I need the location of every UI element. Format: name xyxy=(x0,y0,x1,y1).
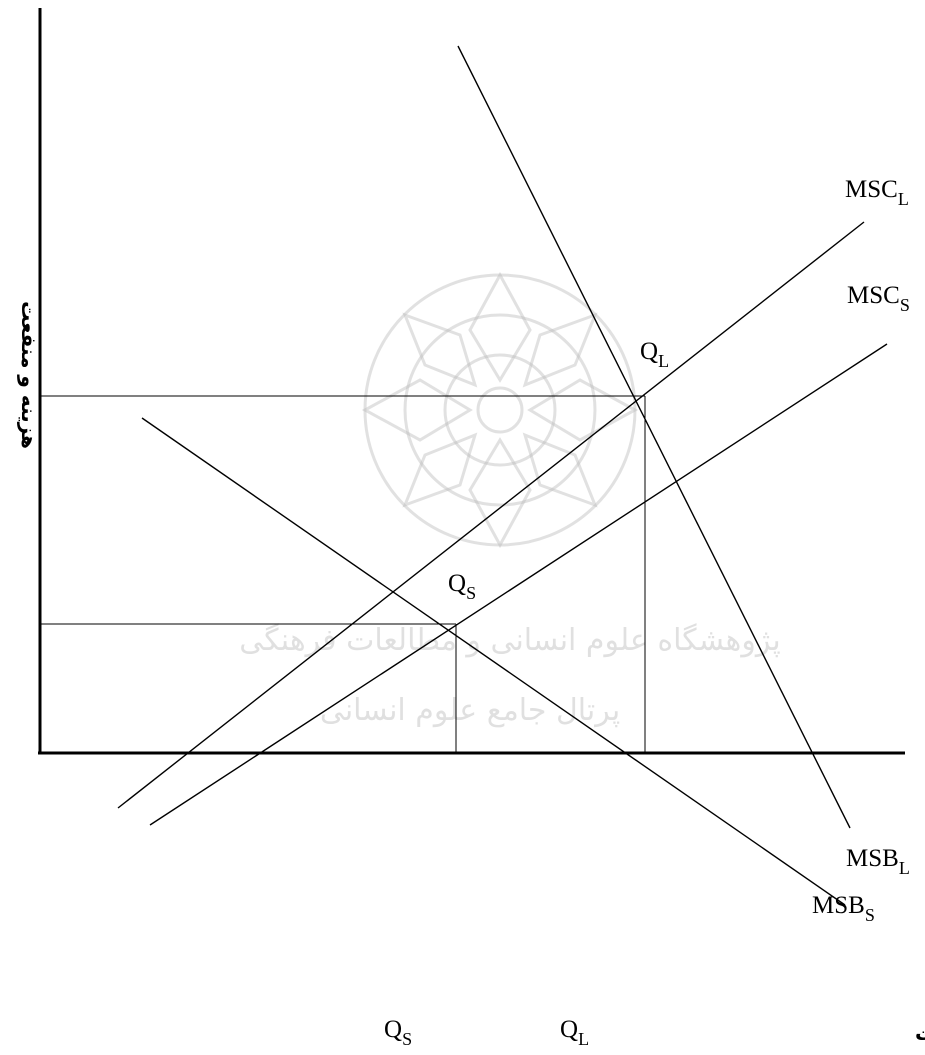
msc-l-curve xyxy=(117,221,865,809)
watermark-text-2: پرتال جامع علوم انسانی xyxy=(320,693,620,728)
tick-ql-label: QL xyxy=(560,1016,589,1049)
msb-l-curve xyxy=(457,45,851,829)
point-qs-label: QS xyxy=(448,570,476,603)
watermark-logo-icon xyxy=(361,271,639,549)
msb-s-curve xyxy=(141,417,846,906)
msb-s-label: MSBS xyxy=(812,892,875,925)
x-axis-title: کیفیت و محیط زیست xyxy=(915,1021,925,1045)
msc-s-label: MSCS xyxy=(847,282,910,315)
y-axis-title: هزینه و منفعت xyxy=(17,301,41,449)
msb-l-label: MSBL xyxy=(846,845,910,878)
watermark-text-1: پژوهشگاه علوم انسانی و مطالعات فرهنگی xyxy=(239,623,781,658)
msc-l-label: MSCL xyxy=(845,176,909,209)
msc-s-curve xyxy=(149,343,888,826)
point-ql-label: QL xyxy=(640,338,669,371)
tick-qs-label: QS xyxy=(384,1016,412,1049)
